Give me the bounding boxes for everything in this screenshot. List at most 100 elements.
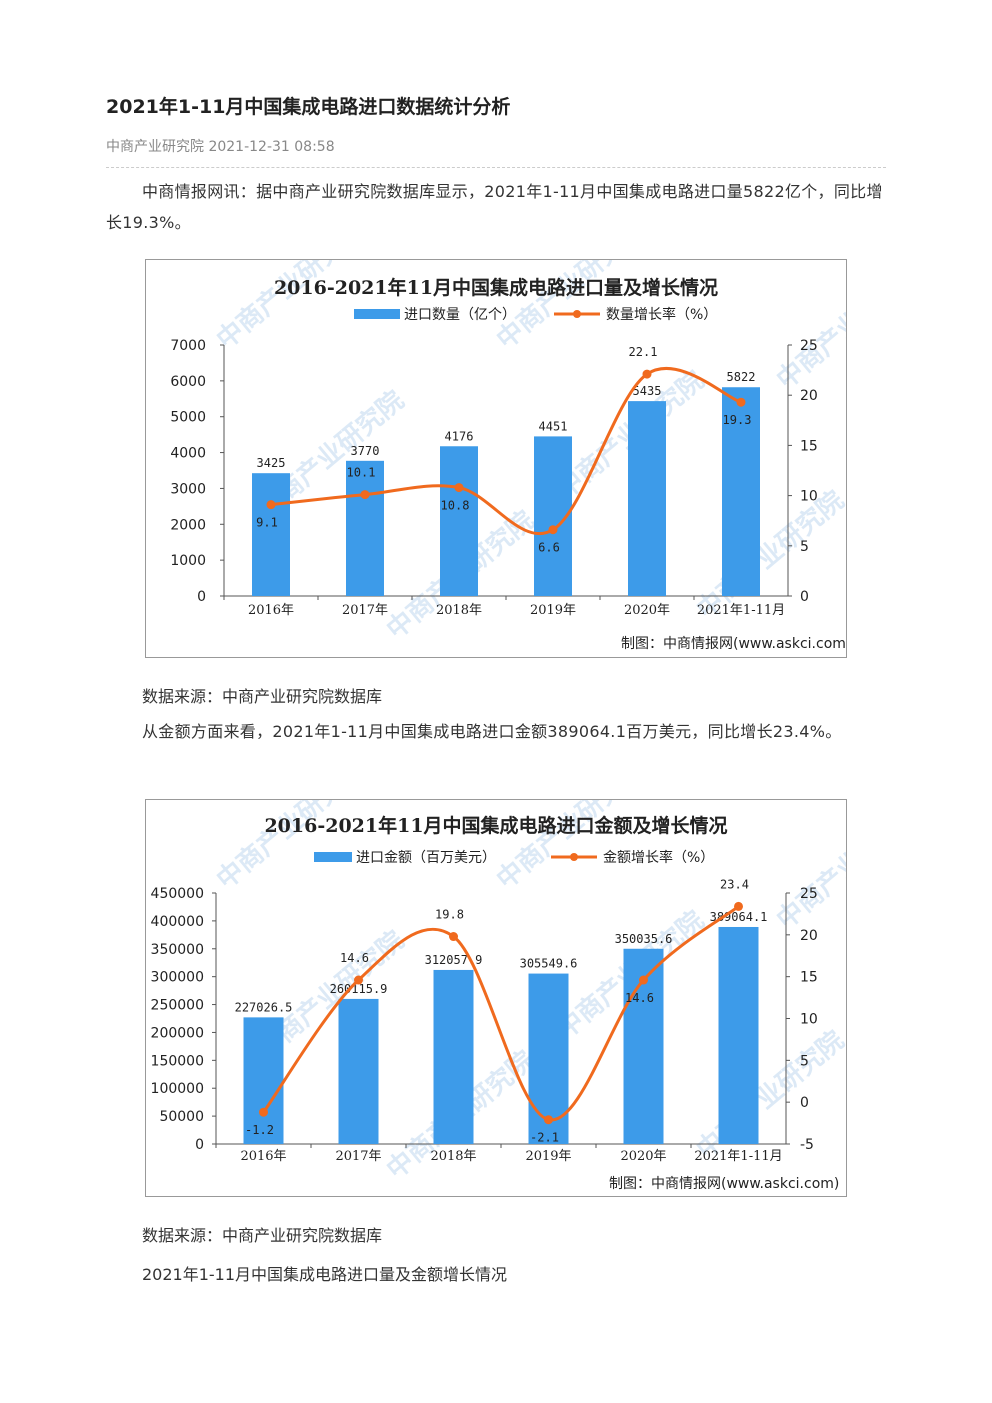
y-tick-label-left: 450000 bbox=[151, 886, 204, 902]
y-tick-label-right: 20 bbox=[800, 928, 818, 944]
x-tick-label: 2020年 bbox=[620, 1149, 666, 1164]
growth-point bbox=[266, 500, 276, 510]
y-tick-label-left: 6000 bbox=[170, 374, 206, 390]
growth-point bbox=[548, 525, 558, 535]
y-tick-label-right: 15 bbox=[800, 438, 818, 454]
bar bbox=[252, 473, 290, 596]
y-tick-label-right: 25 bbox=[800, 886, 818, 902]
y-tick-label-left: 1000 bbox=[170, 553, 206, 569]
legend-line-marker bbox=[570, 853, 578, 861]
article-title: 2021年1-11月中国集成电路进口数据统计分析 bbox=[106, 96, 511, 118]
x-tick-label: 2018年 bbox=[436, 603, 482, 618]
y-tick-label-left: 350000 bbox=[151, 942, 204, 958]
watermark-text: 中商产业研究院 bbox=[771, 800, 846, 935]
chart-credit: 制图：中商情报网(www.askci.com) bbox=[609, 1176, 839, 1192]
legend-bar-label: 进口金额（百万美元） bbox=[356, 850, 496, 866]
y-tick-label-right: 10 bbox=[800, 489, 818, 505]
legend-bar-label: 进口数量（亿个） bbox=[404, 307, 516, 323]
growth-point bbox=[454, 483, 464, 493]
growth-value-label: 6.6 bbox=[538, 541, 560, 555]
growth-point bbox=[734, 901, 743, 911]
paragraph-1: 中商情报网讯：据中商产业研究院数据库显示，2021年1-11月中国集成电路进口量… bbox=[106, 182, 883, 232]
x-tick-label: 2021年1-11月 bbox=[694, 1149, 782, 1164]
growth-point bbox=[544, 1115, 553, 1125]
y-tick-label-left: 0 bbox=[195, 1137, 204, 1153]
article-meta: 中商产业研究院 2021-12-31 08:58 bbox=[106, 139, 335, 155]
growth-value-label: 23.4 bbox=[720, 877, 749, 891]
x-tick-label: 2019年 bbox=[530, 603, 576, 618]
source-note-2: 数据来源：中商产业研究院数据库 bbox=[142, 1226, 383, 1245]
legend-line-label: 数量增长率（%） bbox=[606, 306, 717, 323]
growth-value-label: 14.6 bbox=[340, 951, 369, 965]
bar-value-label: 4451 bbox=[539, 419, 568, 433]
growth-value-label: 19.8 bbox=[435, 908, 464, 922]
y-tick-label-right: 10 bbox=[800, 1012, 818, 1028]
growth-point bbox=[259, 1107, 268, 1117]
y-tick-label-right: 0 bbox=[800, 589, 809, 605]
y-tick-label-left: 3000 bbox=[170, 481, 206, 497]
watermark-text: 中商产业研究院 bbox=[211, 260, 370, 355]
watermark-text: 中商产业研究院 bbox=[771, 260, 846, 395]
bar-value-label: 305549.6 bbox=[520, 957, 578, 971]
y-tick-label-right: 0 bbox=[800, 1095, 809, 1111]
x-tick-label: 2016年 bbox=[248, 603, 294, 618]
source-note-1: 数据来源：中商产业研究院数据库 bbox=[142, 687, 383, 706]
bar-value-label: 227026.5 bbox=[235, 1000, 293, 1014]
chart-amount-svg: 中商产业研究院中商产业研究院中商产业研究院中商产业研究院中商产业研究院中商产业研… bbox=[151, 800, 846, 1192]
chart-amount: 中商产业研究院中商产业研究院中商产业研究院中商产业研究院中商产业研究院中商产业研… bbox=[145, 799, 847, 1197]
bar bbox=[243, 1017, 284, 1144]
bar-value-label: 4176 bbox=[445, 429, 474, 443]
bar-value-label: 5822 bbox=[727, 370, 756, 384]
growth-value-label: 14.6 bbox=[625, 991, 654, 1005]
x-tick-label: 2019年 bbox=[525, 1149, 571, 1164]
growth-point bbox=[360, 490, 370, 500]
y-tick-label-right: -5 bbox=[800, 1137, 814, 1153]
bar-value-label: 260115.9 bbox=[330, 982, 388, 996]
growth-point bbox=[449, 932, 458, 942]
y-tick-label-right: 25 bbox=[800, 338, 818, 354]
chart-volume: 中商产业研究院中商产业研究院中商产业研究院中商产业研究院中商产业研究院中商产业研… bbox=[145, 259, 847, 658]
x-tick-label: 2017年 bbox=[342, 603, 388, 618]
bar-value-label: 3425 bbox=[257, 456, 286, 470]
x-tick-label: 2020年 bbox=[624, 603, 670, 618]
growth-value-label: 10.8 bbox=[441, 499, 470, 513]
bar bbox=[346, 460, 384, 596]
y-tick-label-left: 0 bbox=[197, 589, 206, 605]
growth-value-label: 9.1 bbox=[256, 516, 278, 530]
chart-volume-svg: 中商产业研究院中商产业研究院中商产业研究院中商产业研究院中商产业研究院中商产业研… bbox=[170, 260, 846, 652]
y-tick-label-left: 4000 bbox=[170, 446, 206, 462]
growth-point bbox=[639, 975, 648, 985]
bar-value-label: 350035.6 bbox=[615, 932, 673, 946]
growth-value-label: -1.2 bbox=[245, 1123, 274, 1137]
x-tick-label: 2016年 bbox=[240, 1149, 286, 1164]
y-tick-label-left: 50000 bbox=[159, 1109, 204, 1125]
paragraph-2: 从金额方面来看，2021年1-11月中国集成电路进口金额389064.1百万美元… bbox=[142, 722, 842, 741]
growth-value-label: -2.1 bbox=[530, 1131, 559, 1145]
growth-value-label: 22.1 bbox=[629, 345, 658, 359]
y-tick-label-left: 150000 bbox=[151, 1053, 204, 1069]
bar-value-label: 3770 bbox=[351, 444, 380, 458]
y-tick-label-left: 300000 bbox=[151, 970, 204, 986]
bar bbox=[440, 446, 478, 596]
growth-point bbox=[642, 369, 652, 379]
bar bbox=[433, 969, 474, 1144]
bar bbox=[718, 926, 759, 1144]
paragraph-3: 2021年1-11月中国集成电路进口量及金额增长情况 bbox=[142, 1265, 508, 1284]
divider bbox=[106, 167, 886, 168]
y-tick-label-right: 15 bbox=[800, 970, 818, 986]
chart-credit: 制图：中商情报网(www.askci.com) bbox=[621, 636, 846, 652]
y-tick-label-left: 7000 bbox=[170, 338, 206, 354]
y-tick-label-right: 5 bbox=[800, 1053, 809, 1069]
bar bbox=[722, 387, 760, 596]
legend-line-label: 金额增长率（%） bbox=[603, 849, 714, 866]
bar-value-label: 389064.1 bbox=[710, 910, 768, 924]
y-tick-label-left: 5000 bbox=[170, 410, 206, 426]
growth-value-label: 19.3 bbox=[723, 413, 752, 427]
chart-title: 2016-2021年11月中国集成电路进口金额及增长情况 bbox=[264, 814, 727, 837]
y-tick-label-right: 5 bbox=[800, 539, 809, 555]
y-tick-label-left: 250000 bbox=[151, 998, 204, 1014]
x-tick-label: 2018年 bbox=[430, 1149, 476, 1164]
growth-value-label: 10.1 bbox=[347, 466, 376, 480]
y-tick-label-left: 2000 bbox=[170, 517, 206, 533]
y-tick-label-left: 100000 bbox=[151, 1081, 204, 1097]
